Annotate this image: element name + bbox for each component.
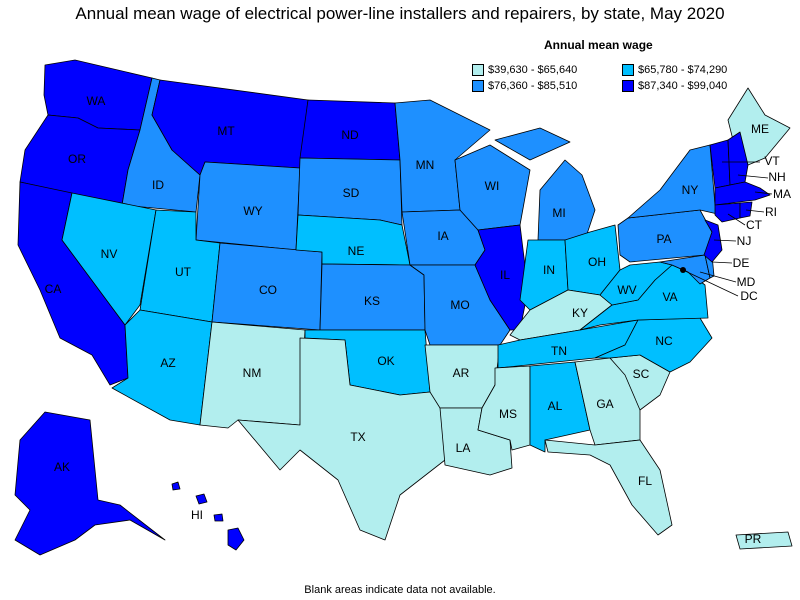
- label-ks: KS: [364, 294, 380, 308]
- leader-dc: [682, 269, 739, 297]
- legend-label-tier-3: $76,360 - $85,510: [488, 80, 578, 92]
- label-fl: FL: [638, 474, 652, 488]
- legend-swatch-tier-1: [472, 64, 484, 76]
- leader-nj: [713, 239, 737, 242]
- label-pa: PA: [656, 232, 671, 246]
- leader-de: [711, 261, 733, 264]
- label-mt: MT: [217, 124, 235, 138]
- legend-swatch-tier-4: [622, 80, 634, 92]
- label-me: ME: [751, 122, 769, 136]
- leader-ma: [754, 191, 773, 195]
- label-az: AZ: [160, 356, 175, 370]
- label-nd: ND: [341, 128, 359, 142]
- label-ri: RI: [765, 205, 777, 219]
- label-dc: DC: [740, 289, 758, 303]
- label-sc: SC: [633, 367, 650, 381]
- map-title: Annual mean wage of electrical power-lin…: [75, 4, 725, 23]
- label-al: AL: [548, 399, 563, 413]
- state-nh[interactable]: [727, 131, 749, 186]
- label-ak: AK: [54, 460, 70, 474]
- label-nc: NC: [655, 334, 673, 348]
- label-ny: NY: [682, 183, 699, 197]
- state-il[interactable]: [474, 224, 529, 331]
- label-ut: UT: [175, 265, 192, 279]
- label-ms: MS: [499, 407, 517, 421]
- legend-swatch-tier-3: [472, 80, 484, 92]
- label-sd: SD: [343, 186, 360, 200]
- leader-nh: [737, 174, 769, 179]
- label-tx: TX: [350, 430, 365, 444]
- leader-ri: [745, 209, 765, 213]
- label-ar: AR: [453, 366, 470, 380]
- state-ak[interactable]: [14, 411, 166, 556]
- label-co: CO: [259, 283, 277, 297]
- label-ma: MA: [773, 187, 791, 201]
- label-nm: NM: [243, 366, 262, 380]
- state-nv[interactable]: [61, 192, 157, 326]
- label-ok: OK: [377, 354, 394, 368]
- label-pr: PR: [745, 532, 762, 546]
- state-ny[interactable]: [627, 144, 723, 219]
- label-nv: NV: [101, 247, 118, 261]
- dc-marker[interactable]: [680, 267, 686, 273]
- legend-label-tier-4: $87,340 - $99,040: [638, 80, 728, 92]
- leader-ct: [727, 213, 746, 226]
- state-tx[interactable]: [237, 337, 446, 541]
- label-hi: HI: [191, 508, 203, 522]
- label-ia: IA: [437, 229, 448, 243]
- label-wi: WI: [485, 179, 500, 193]
- label-id: ID: [152, 178, 164, 192]
- label-nj: NJ: [737, 234, 752, 248]
- label-il: IL: [500, 268, 510, 282]
- label-oh: OH: [588, 255, 606, 269]
- legend-label-tier-2: $65,780 - $74,290: [638, 64, 728, 76]
- label-ca: CA: [45, 282, 62, 296]
- label-mo: MO: [450, 298, 469, 312]
- legend-item-tier-3: $76,360 - $85,510: [472, 80, 577, 92]
- label-mn: MN: [416, 158, 435, 172]
- label-wa: WA: [87, 94, 106, 108]
- legend-item-tier-2: $65,780 - $74,290: [622, 64, 727, 76]
- state-fl[interactable]: [544, 439, 673, 536]
- label-vt: VT: [764, 154, 780, 168]
- legend-item-tier-1: $39,630 - $65,640: [472, 64, 577, 76]
- legend-label-tier-1: $39,630 - $65,640: [488, 64, 578, 76]
- footnote: Blank areas indicate data not available.: [304, 584, 496, 596]
- state-pr[interactable]: [735, 531, 793, 550]
- legend-title: Annual mean wage: [544, 38, 653, 52]
- label-va: VA: [662, 290, 677, 304]
- label-de: DE: [733, 256, 750, 270]
- label-wv: WV: [617, 283, 636, 297]
- label-wy: WY: [243, 204, 262, 218]
- label-or: OR: [68, 152, 86, 166]
- label-la: LA: [456, 441, 471, 455]
- state-nc[interactable]: [594, 317, 713, 373]
- label-mi: MI: [552, 206, 565, 220]
- state-hi[interactable]: [171, 481, 245, 551]
- leader-md: [699, 271, 737, 283]
- legend-item-tier-4: $87,340 - $99,040: [622, 80, 727, 92]
- label-nh: NH: [768, 170, 785, 184]
- label-md: MD: [737, 275, 756, 289]
- label-ky: KY: [572, 306, 588, 320]
- label-in: IN: [543, 263, 555, 277]
- label-ga: GA: [596, 397, 613, 411]
- label-tn: TN: [551, 344, 567, 358]
- label-ne: NE: [348, 244, 365, 258]
- legend-swatch-tier-2: [622, 64, 634, 76]
- label-ct: CT: [746, 218, 763, 232]
